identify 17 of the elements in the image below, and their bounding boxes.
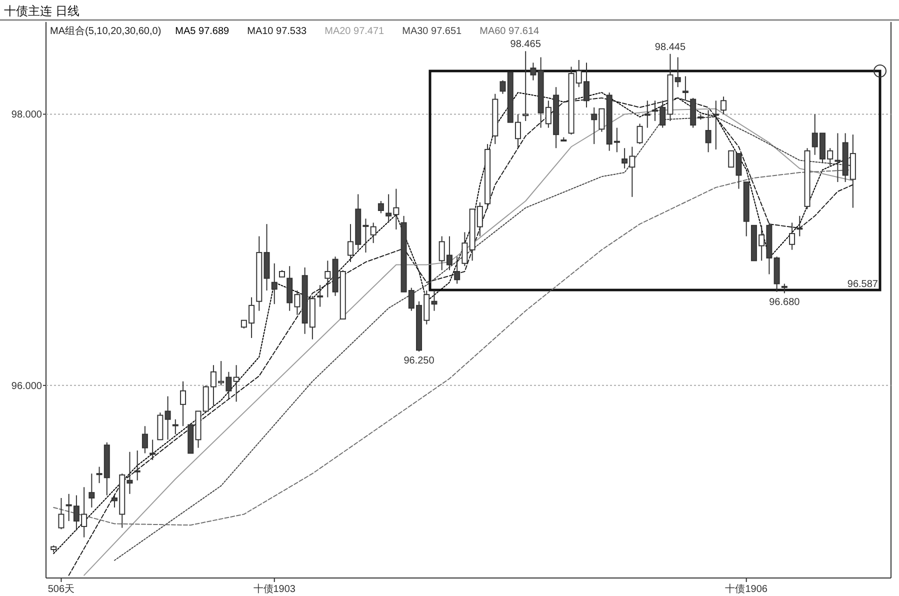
x-tick-label: 506天 bbox=[48, 584, 75, 595]
annotation: 96.587 bbox=[847, 279, 878, 290]
annotation: 98.465 bbox=[510, 39, 542, 50]
y-tick-label: 96.000 bbox=[11, 380, 42, 392]
text: MA5 97.689 bbox=[175, 26, 230, 37]
annotation: 96.250 bbox=[404, 356, 435, 367]
text: MA20 97.471 bbox=[324, 26, 385, 37]
text: MA30 97.651 bbox=[402, 26, 462, 37]
y-tick-label: 98.000 bbox=[11, 110, 42, 121]
chart-subtitle: MA组合(5,10,20,30,60,0) bbox=[50, 25, 162, 37]
text: MA60 97.614 bbox=[480, 26, 540, 37]
annotation: 98.445 bbox=[654, 42, 686, 53]
x-tick-label: 十债1906 bbox=[725, 583, 768, 595]
annotation: 96.680 bbox=[769, 297, 800, 308]
text: MA10 97.533 bbox=[247, 26, 308, 37]
chart-title: 十债主连 日线 bbox=[4, 4, 80, 18]
x-tick-label: 十债1903 bbox=[253, 583, 296, 595]
